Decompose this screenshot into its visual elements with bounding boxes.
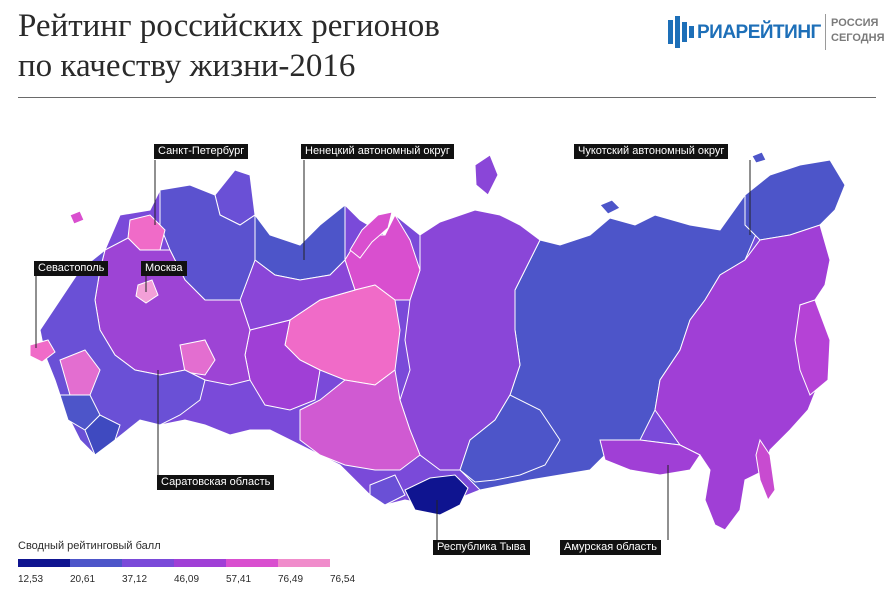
- legend-label-4: 46,09: [174, 574, 200, 585]
- legend-swatch-3: [122, 559, 174, 567]
- region-kamchatka: [794, 299, 831, 396]
- callout-moscow: Москва: [141, 261, 187, 276]
- region-severnaya-zemlya: [474, 154, 499, 196]
- callout-nenets: Ненецкий автономный округ: [301, 144, 454, 159]
- callout-tyva: Республика Тыва: [433, 540, 530, 555]
- region-new-siberian-islands: [599, 199, 621, 215]
- region-south-siberia: [299, 369, 421, 471]
- ria-logo-icon: [668, 16, 694, 48]
- region-nenets: [254, 203, 346, 281]
- callout-sevastopol: Севастополь: [34, 261, 109, 276]
- russia-regions-map: [29, 151, 846, 540]
- legend-title: Сводный рейтинговый балл: [18, 540, 161, 552]
- logo-name: РИАРЕЙТИНГ: [697, 22, 821, 43]
- logo-divider: [825, 14, 826, 50]
- title-line-2: по качеству жизни-2016: [18, 48, 356, 84]
- region-rostov: [59, 349, 101, 396]
- ria-rating-logo: РИАРЕЙТИНГ РОССИЯ СЕГОДНЯ: [668, 14, 884, 50]
- region-wrangel-island: [751, 151, 767, 164]
- legend-swatch-6: [278, 559, 330, 567]
- callout-saratov: Саратовская область: [157, 475, 275, 490]
- title-divider: [18, 97, 876, 98]
- callout-saint-petersburg: Санкт-Петербург: [154, 144, 249, 159]
- logo-subtitle-line-1: РОССИЯ: [831, 17, 879, 29]
- region-tyva: [404, 474, 469, 516]
- legend-label-7: 76,54: [330, 574, 356, 585]
- legend-swatch-5: [226, 559, 278, 567]
- region-irkutsk: [459, 394, 561, 483]
- legend-swatch-4: [174, 559, 226, 567]
- region-sakhalin: [755, 438, 776, 502]
- legend-label-3: 37,12: [122, 574, 148, 585]
- callout-chukotka: Чукотский автономный округ: [574, 144, 729, 159]
- region-far-east: [654, 224, 831, 531]
- region-altai: [369, 474, 406, 506]
- callout-amur: Амурская область: [560, 540, 661, 555]
- page-title: Рейтинг российских регионов по качеству …: [18, 6, 618, 86]
- region-chukotka: [744, 159, 846, 241]
- region-moscow: [135, 279, 159, 304]
- logo-subtitle: РОССИЯ СЕГОДНЯ: [831, 16, 884, 46]
- legend-label-5: 57,41: [226, 574, 252, 585]
- legend-label-6: 76,49: [278, 574, 304, 585]
- region-saratov: [179, 339, 216, 376]
- logo-subtitle-line-2: СЕГОДНЯ: [831, 32, 885, 44]
- region-amur: [599, 439, 701, 476]
- legend-swatch-1: [18, 559, 70, 567]
- region-caucasus: [84, 414, 121, 456]
- title-line-1: Рейтинг российских регионов: [18, 8, 440, 44]
- legend-label-2: 20,61: [70, 574, 96, 585]
- region-kaliningrad: [69, 210, 85, 225]
- legend-label-1: 12,53: [18, 574, 44, 585]
- region-novaya-zemlya: [349, 211, 393, 259]
- legend-color-bar: [18, 559, 330, 567]
- legend-swatch-2: [70, 559, 122, 567]
